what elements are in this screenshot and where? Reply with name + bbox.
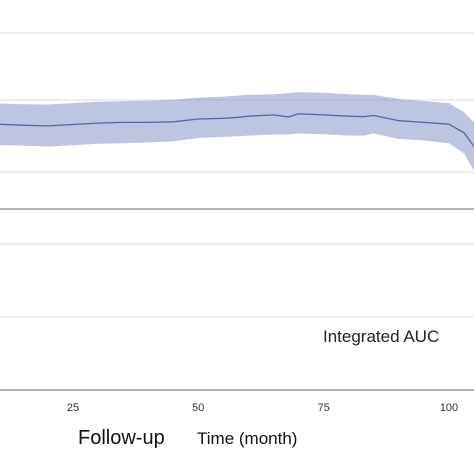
x-tick-label-50: 50 [192, 402, 204, 414]
confidence-band [0, 92, 474, 171]
x-axis-label-part-2: Time (month) [197, 429, 297, 448]
annotation-integrated-auc: Integrated AUC [323, 327, 439, 346]
x-tick-labels: 25 50 75 100 [67, 402, 458, 414]
x-tick-label-75: 75 [318, 402, 330, 414]
x-tick-label-100: 100 [440, 402, 458, 414]
x-tick-label-25: 25 [67, 402, 79, 414]
auc-line [0, 113, 474, 147]
plot-area [0, 92, 474, 171]
grid-lines [0, 32, 474, 391]
x-axis-label-part-1: Follow-up [78, 427, 165, 449]
